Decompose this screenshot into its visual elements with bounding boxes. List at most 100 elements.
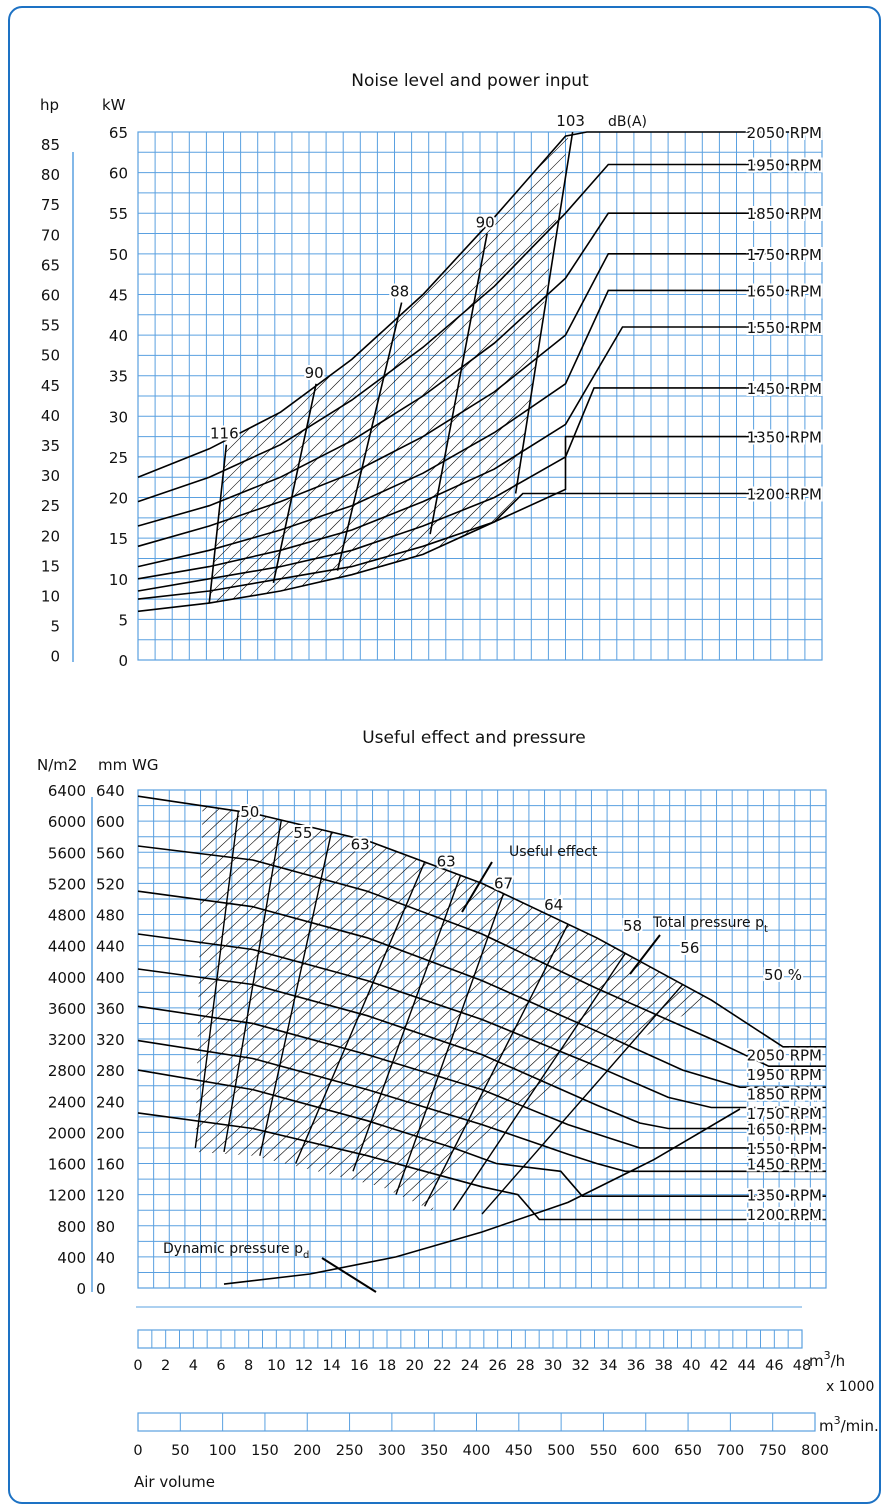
hatch-line xyxy=(0,780,26,1300)
hatch-line xyxy=(810,780,891,1300)
m3min-tick-label: 500 xyxy=(547,1443,575,1459)
m3h-tick-label: 28 xyxy=(516,1358,534,1374)
m3h-tick-label: 10 xyxy=(267,1358,285,1374)
hatch-line xyxy=(571,805,712,1211)
noise-chart-series xyxy=(137,131,822,613)
hatch-line xyxy=(782,120,891,680)
hatch-line xyxy=(195,805,363,1211)
kw-tick-label: 50 xyxy=(109,246,128,264)
rpm-label: 1750 RPM xyxy=(747,246,822,264)
m3h-tick-label: 2 xyxy=(161,1358,170,1374)
hatch-line xyxy=(572,120,891,680)
hatch-line xyxy=(0,120,40,680)
kw-axis-label: kW xyxy=(102,96,126,114)
m3h-tick-label: 48 xyxy=(793,1358,811,1374)
hatch-line xyxy=(209,135,569,604)
hatch-line xyxy=(361,135,569,604)
hp-tick-label: 35 xyxy=(41,437,60,455)
useful-effect-pointer xyxy=(461,861,493,913)
kw-tick-label: 35 xyxy=(109,368,128,386)
rpm-curve-1850-rpm xyxy=(137,212,822,527)
rpm-label: 2050 RPM xyxy=(747,1047,822,1065)
hatch-line xyxy=(195,805,293,1211)
efficiency-line xyxy=(481,984,684,1215)
m3h-tick-label: 4 xyxy=(189,1358,198,1374)
nm2-tick-label: 1600 xyxy=(48,1156,86,1174)
efficiency-label: 63 xyxy=(437,853,456,871)
rpm-label: 1200 RPM xyxy=(747,485,822,503)
m3min-tick-label: 700 xyxy=(717,1443,745,1459)
hatch-line xyxy=(642,120,891,680)
hatch-line xyxy=(333,805,712,1211)
hatch-line xyxy=(209,135,237,604)
kw-tick-label: 60 xyxy=(109,165,128,183)
m3min-tick-label: 800 xyxy=(801,1443,829,1459)
rpm-label: 1200 RPM xyxy=(747,1206,822,1224)
hatch-line xyxy=(628,120,891,680)
noise-line xyxy=(514,131,574,494)
hatch-line xyxy=(824,120,891,680)
m3h-tick-label: 26 xyxy=(488,1358,506,1374)
kw-tick-label: 40 xyxy=(109,327,128,345)
hatch-line xyxy=(195,805,405,1211)
hatch-line xyxy=(838,120,891,680)
mmwg-tick-label: 80 xyxy=(96,1218,115,1236)
hatch-line xyxy=(195,805,447,1211)
hatch-line xyxy=(209,135,531,604)
hatch-line xyxy=(209,135,433,604)
hatch-line xyxy=(600,120,891,680)
kw-tick-label: 5 xyxy=(118,611,128,629)
pressure-curve-1350-rpm xyxy=(137,1069,826,1197)
m3min-tick-label: 300 xyxy=(378,1443,406,1459)
hatch-line xyxy=(209,135,419,604)
hatch-line xyxy=(557,135,569,604)
hatch-line xyxy=(698,120,891,680)
hatch-line xyxy=(195,805,419,1211)
hatch-line xyxy=(585,805,712,1211)
kw-tick-label: 65 xyxy=(109,124,128,142)
mmwg-tick-label: 320 xyxy=(96,1031,125,1049)
hatch-line xyxy=(209,135,461,604)
hatch-line xyxy=(0,780,54,1300)
hatch-line xyxy=(195,805,335,1211)
noise-line xyxy=(272,383,317,583)
hatch-line xyxy=(209,135,475,604)
hp-tick-label: 45 xyxy=(41,377,60,395)
nm2-tick-label: 4800 xyxy=(48,907,86,925)
m3h-tick-label: 0 xyxy=(133,1358,142,1374)
pressure-curve-1850-rpm xyxy=(137,890,826,1088)
nm2-tick-label: 2400 xyxy=(48,1093,86,1111)
pressure-curve-1550-rpm xyxy=(137,1005,826,1149)
total-pressure-label: Total pressure pt xyxy=(652,915,768,935)
hatch-line xyxy=(389,135,569,604)
hatch-line xyxy=(459,135,569,604)
mmwg-tick-label: 0 xyxy=(96,1280,106,1298)
nm2-axis-label: N/m2 xyxy=(37,756,77,774)
m3h-tick-label: 22 xyxy=(433,1358,451,1374)
pressure-curve-1750-rpm xyxy=(137,933,826,1109)
nm2-tick-label: 6400 xyxy=(48,782,86,800)
hp-tick-label: 10 xyxy=(41,588,60,606)
kw-tick-label: 0 xyxy=(118,652,128,670)
hatch-line xyxy=(195,805,321,1211)
mmwg-tick-label: 160 xyxy=(96,1156,125,1174)
rpm-curve-1450-rpm xyxy=(137,387,822,592)
noise-label: 116 xyxy=(210,425,239,443)
efficiency-line xyxy=(259,831,333,1156)
m3min-unit-label: m3/min. xyxy=(819,1414,879,1435)
nm2-tick-label: 800 xyxy=(57,1218,86,1236)
noise-label: 90 xyxy=(476,214,495,232)
hatch-line xyxy=(0,120,180,680)
m3min-tick-label: 0 xyxy=(133,1443,142,1459)
nm2-tick-label: 400 xyxy=(57,1249,86,1267)
nm2-tick-label: 5200 xyxy=(48,875,86,893)
card-frame xyxy=(8,6,881,1504)
m3min-tick-label: 400 xyxy=(463,1443,491,1459)
hp-tick-label: 55 xyxy=(41,317,60,335)
m3h-tick-label: 40 xyxy=(682,1358,700,1374)
nm2-tick-label: 2800 xyxy=(48,1062,86,1080)
m3h-unit-label: m3/h xyxy=(809,1349,845,1370)
hatch-line xyxy=(796,120,891,680)
